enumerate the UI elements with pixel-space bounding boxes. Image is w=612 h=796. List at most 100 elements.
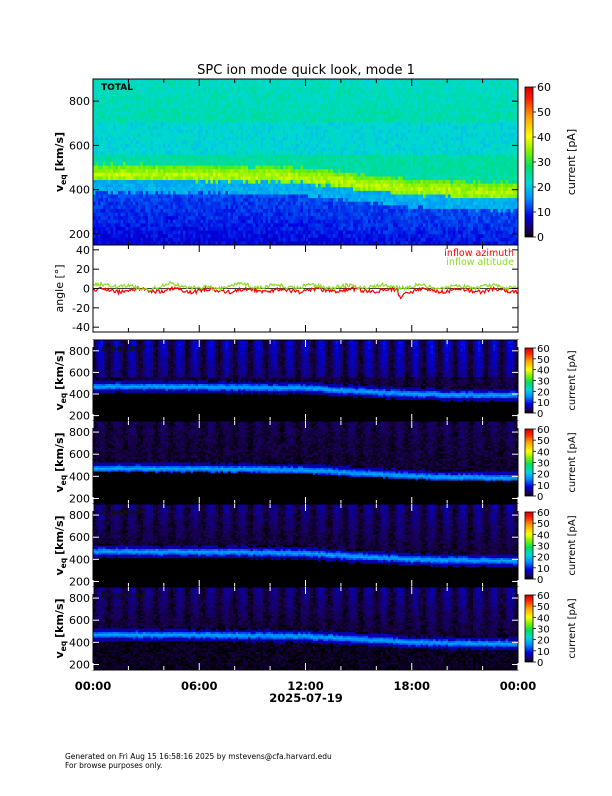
heat-cell <box>225 140 229 145</box>
heat-cell <box>233 226 236 231</box>
heat-cell <box>225 100 229 105</box>
heat-cell <box>138 172 141 177</box>
heat-cell <box>158 219 161 224</box>
heat-cell <box>108 140 111 145</box>
heat-cell <box>100 115 104 120</box>
heat-cell <box>283 172 286 177</box>
heat-cell <box>248 129 251 134</box>
heat-cell <box>180 234 184 239</box>
heat-cell <box>130 169 134 174</box>
heat-cell <box>178 237 181 242</box>
heat-cell <box>158 129 161 134</box>
heat-cell <box>203 140 206 145</box>
heat-cell <box>200 165 204 170</box>
heat-cell <box>165 223 169 228</box>
heat-cell <box>200 100 204 105</box>
heat-cell <box>343 180 346 185</box>
heat-cell <box>288 154 291 159</box>
heat-cell <box>253 208 256 213</box>
heat-cell <box>320 122 324 127</box>
heat-cell <box>168 82 171 87</box>
heat-cell <box>315 187 319 192</box>
heat-cell <box>363 129 366 134</box>
heat-cell <box>180 133 184 138</box>
heat-cell <box>323 140 326 145</box>
heat-cell <box>240 183 244 188</box>
heat-cell <box>170 118 174 123</box>
heat-cell <box>320 111 324 116</box>
heat-cell <box>300 180 304 185</box>
heat-cell <box>188 151 191 156</box>
heat-cell <box>340 165 344 170</box>
heat-cell <box>155 198 159 203</box>
heat-cell <box>98 169 101 174</box>
heat-cell <box>300 129 304 134</box>
heat-cell <box>120 190 124 195</box>
heat-cell <box>140 118 144 123</box>
heat-cell <box>173 118 176 123</box>
heat-cell <box>225 180 229 185</box>
heat-cell <box>348 111 351 116</box>
heat-cell <box>138 230 141 235</box>
heat-cell <box>175 151 179 156</box>
heat-cell <box>243 194 246 199</box>
heat-cell <box>278 111 281 116</box>
heat-cell <box>95 118 99 123</box>
heat-cell <box>95 140 99 145</box>
heat-cell <box>210 230 214 235</box>
heat-cell <box>223 219 226 224</box>
heat-cell <box>145 86 149 91</box>
heat-cell <box>125 93 129 98</box>
heat-cell <box>158 216 161 221</box>
heat-cell <box>173 234 176 239</box>
heat-cell <box>98 198 101 203</box>
heat-cell <box>328 89 331 94</box>
heat-cell <box>360 169 364 174</box>
heat-cell <box>285 230 289 235</box>
heat-cell <box>355 180 359 185</box>
heat-cell <box>323 241 326 246</box>
heat-cell <box>350 133 354 138</box>
heat-cell <box>113 151 116 156</box>
heat-cell <box>233 107 236 112</box>
heat-cell <box>240 122 244 127</box>
heat-cell <box>323 100 326 105</box>
heat-cell <box>188 140 191 145</box>
heat-cell <box>133 97 136 102</box>
heat-cell <box>358 241 361 246</box>
heat-cell <box>195 136 199 141</box>
heat-cell <box>158 158 161 163</box>
heat-cell <box>295 230 299 235</box>
heat-cell <box>265 230 269 235</box>
heat-cell <box>225 93 229 98</box>
heat-cell <box>228 176 231 181</box>
heat-cell <box>358 194 361 199</box>
heat-cell <box>353 201 356 206</box>
heat-cell <box>143 93 146 98</box>
heat-cell <box>308 216 311 221</box>
heat-cell <box>220 93 224 98</box>
heat-cell <box>213 241 216 246</box>
heat-cell <box>220 125 224 130</box>
heat-cell <box>100 219 104 224</box>
heat-cell <box>225 241 229 246</box>
heat-cell <box>175 129 179 134</box>
heat-cell <box>345 216 349 221</box>
heat-cell <box>105 129 109 134</box>
heat-cell <box>205 183 209 188</box>
heat-cell <box>198 97 201 102</box>
heat-cell <box>118 234 121 239</box>
heat-cell <box>100 223 104 228</box>
heat-cell <box>258 154 261 159</box>
heat-cell <box>193 198 196 203</box>
heat-cell <box>258 190 261 195</box>
heat-cell <box>325 172 329 177</box>
heat-cell <box>143 237 146 242</box>
heat-cell <box>210 118 214 123</box>
heat-cell <box>300 212 304 217</box>
heat-cell <box>258 151 261 156</box>
heat-cell <box>313 165 316 170</box>
heat-cell <box>305 223 309 228</box>
heat-cell <box>145 183 149 188</box>
heat-cell <box>260 129 264 134</box>
